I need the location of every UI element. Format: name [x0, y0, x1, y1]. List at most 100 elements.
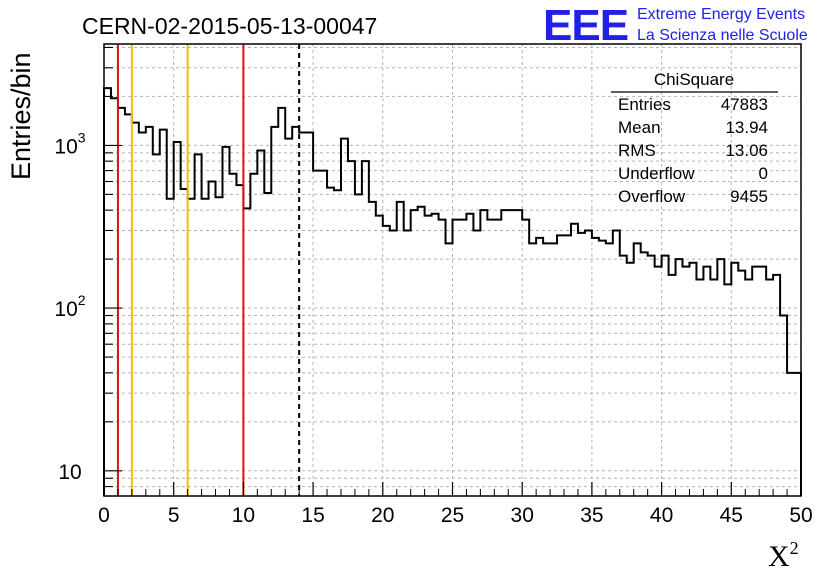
histogram-bin: [111, 98, 118, 496]
histogram-bin: [348, 161, 355, 496]
histogram-bin: [655, 267, 662, 496]
histogram-bin: [780, 316, 787, 496]
histogram-bin: [480, 210, 487, 496]
histogram-bin: [703, 267, 710, 496]
histogram-bin: [153, 154, 160, 496]
histogram-bin: [459, 220, 466, 496]
histogram-bin: [710, 279, 717, 496]
histogram-bin: [174, 142, 181, 496]
histogram-bin: [341, 139, 348, 496]
histogram-bin: [390, 230, 397, 496]
histogram-bin: [383, 226, 390, 496]
histogram-bin: [125, 114, 132, 496]
histogram-bin: [320, 171, 327, 496]
histogram-bin: [494, 220, 501, 496]
histogram-bin: [446, 243, 453, 496]
histogram-bin: [696, 279, 703, 496]
histogram-bin: [278, 108, 285, 496]
x-tick-label: 30: [511, 504, 534, 527]
histogram-bin: [250, 174, 257, 496]
stats-value-overflow: 9455: [730, 187, 768, 206]
histogram-bin: [146, 127, 153, 496]
histogram-bin: [195, 154, 202, 496]
histogram-bin: [550, 243, 557, 496]
histogram-bin: [508, 210, 515, 496]
histogram-bin: [285, 139, 292, 496]
grid: [104, 44, 801, 497]
histogram-bin: [564, 235, 571, 496]
x-tick-label: 10: [232, 504, 255, 527]
histogram-bin: [139, 133, 146, 496]
histogram-bin: [118, 108, 125, 496]
histogram-bin: [689, 263, 696, 496]
histogram-bin: [620, 256, 627, 496]
chart-title: CERN-02-2015-05-13-00047: [82, 13, 377, 39]
histogram-bin: [160, 130, 167, 496]
histogram-bin: [425, 216, 432, 496]
stats-value-rms: 13.06: [725, 141, 768, 160]
stats-value-mean: 13.94: [725, 118, 768, 137]
histogram-bin: [257, 151, 264, 496]
histogram-bin: [167, 199, 174, 496]
histogram-bin: [648, 256, 655, 496]
histogram-bin: [362, 161, 369, 496]
y-tick-label: 103: [54, 129, 85, 158]
stats-label-overflow: Overflow: [618, 187, 686, 206]
histogram-bin: [724, 284, 731, 496]
histogram-bin: [229, 174, 236, 496]
histogram-bin: [418, 207, 425, 496]
reference-lines: [116, 44, 301, 496]
histogram-bin: [243, 208, 250, 496]
histogram-bin: [557, 235, 564, 496]
histogram-bin: [306, 133, 313, 496]
histogram-bin: [731, 263, 738, 496]
histogram-bin: [522, 220, 529, 496]
y-axis-label: Entries/bin: [6, 52, 36, 180]
histogram-bin: [264, 193, 271, 496]
logo-line-2: La Scienza nelle Scuole: [637, 27, 808, 44]
x-tick-label: 0: [98, 504, 110, 527]
stats-box: ChiSquare Entries 47883 Mean 13.94 RMS 1…: [611, 70, 778, 206]
histogram-bin: [745, 279, 752, 496]
histogram-outline: [103, 87, 802, 496]
y-tick-label-exponent: 3: [78, 129, 86, 145]
stats-label-entries: Entries: [618, 95, 671, 114]
stats-label-mean: Mean: [618, 118, 661, 137]
y-tick-label: 102: [54, 292, 85, 321]
histogram-bin: [766, 279, 773, 496]
histogram-bin: [327, 188, 334, 496]
x-tick-label: 35: [580, 504, 603, 527]
y-tick-labels: 10 102 103: [54, 129, 85, 483]
histogram-bin: [271, 127, 278, 496]
histogram-bin: [683, 267, 690, 496]
histogram-bin: [216, 197, 223, 496]
histogram-bin: [404, 230, 411, 496]
histogram-bin: [369, 202, 376, 496]
logo-mark: EEE: [543, 1, 628, 50]
histogram-bin: [752, 267, 759, 496]
stats-value-entries: 47883: [721, 95, 768, 114]
stats-label-rms: RMS: [618, 141, 656, 160]
histogram-bin: [641, 252, 648, 496]
histogram-bin: [529, 243, 536, 496]
histogram-bin: [473, 230, 480, 496]
stats-label-underflow: Underflow: [618, 164, 695, 183]
histogram-bin: [439, 220, 446, 496]
histogram-bin: [676, 259, 683, 496]
histogram-bin: [236, 185, 243, 496]
histogram-bin: [606, 243, 613, 496]
x-tick-label: 15: [301, 504, 324, 527]
x-tick-label: 40: [650, 504, 673, 527]
histogram-bin: [181, 189, 188, 496]
histogram: [103, 87, 802, 496]
histogram-bin: [773, 275, 780, 496]
histogram-bin: [292, 127, 299, 496]
histogram-bin: [738, 271, 745, 496]
histogram-bin: [466, 214, 473, 496]
axis-ticks: [103, 46, 802, 497]
histogram-bin: [222, 147, 229, 496]
histogram-bin: [515, 210, 522, 496]
histogram-bin: [432, 214, 439, 496]
y-tick-label-base: 10: [54, 135, 77, 158]
